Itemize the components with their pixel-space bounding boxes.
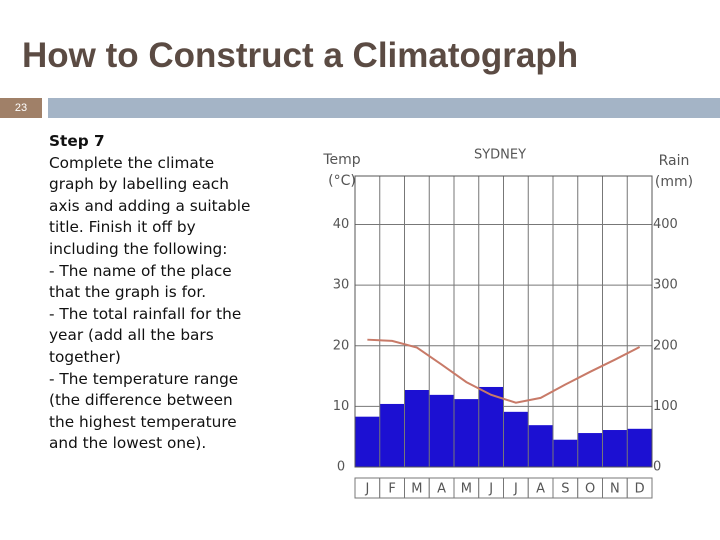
x-tick-label: A [437,482,446,497]
body-line: and the lowest one). [49,434,207,453]
header-bar [48,98,720,118]
page-number: 23 [0,98,42,118]
rain-bar [528,425,553,467]
body-line: year (add all the bars [49,326,214,345]
body-line: - The name of the place [49,261,232,280]
y2-tick-label: 0 [653,460,661,475]
y-axis-label: Temp (°C) [323,152,361,189]
temp-line [367,338,641,404]
y-tick-label: 0 [337,460,345,475]
x-tick-label: O [585,482,595,497]
y-tick-label: 30 [333,278,350,293]
y-tick-label: 10 [333,399,350,414]
body-line: - The total rainfall for the [49,304,242,323]
rain-bar [478,386,504,467]
rain-bar [577,433,603,467]
y2-tick-label: 300 [653,278,678,293]
x-tick-label: J [513,482,518,497]
x-tick-label: M [411,482,422,497]
chart-title: SYDNEY [474,148,526,163]
plot-border [354,175,653,468]
rain-bar [454,399,479,467]
body-line: the highest temperature [49,412,237,431]
body-line: - The temperature range [49,369,239,388]
month-box [626,477,653,499]
body-line: (the difference between [49,391,233,410]
y2-tick-label: 400 [653,217,678,232]
rain-bar [627,428,652,467]
x-tick-label: D [635,482,645,497]
x-tick-label: A [536,482,545,497]
x-tick-label: J [364,482,369,497]
body-line: Complete the climate [49,153,215,172]
rain-bar [429,394,454,467]
y2-axis-label: Rain (mm) [654,153,694,190]
body-line: graph by labelling each [49,175,229,194]
body-line: axis and adding a suitable [49,196,251,215]
rain-bar [404,390,430,467]
rain-bar [503,411,529,467]
rain-bar [379,403,405,467]
y2-tick-label: 100 [653,399,678,414]
slide-title: How to Construct a Climatograph [22,36,579,75]
y2-tick-label: 200 [653,338,678,353]
x-tick-label: J [488,482,493,497]
body-line: that the graph is for. [49,283,207,302]
body-line: title. Finish it off by [49,218,196,237]
x-tick-label: S [561,482,569,497]
x-tick-label: M [461,482,472,497]
y-tick-label: 40 [333,217,350,232]
body-line: together) [49,347,121,366]
body-text: Step 7 Complete the climate graph by label… [49,131,250,455]
y-tick-label: 20 [333,338,350,353]
rain-bar [553,439,578,467]
rain-bar [602,430,628,467]
step-heading: Step 7 [49,132,105,150]
body-line: including the following: [49,239,228,258]
x-tick-label: N [610,482,620,497]
rain-bar [355,416,380,467]
x-tick-label: F [388,482,395,497]
